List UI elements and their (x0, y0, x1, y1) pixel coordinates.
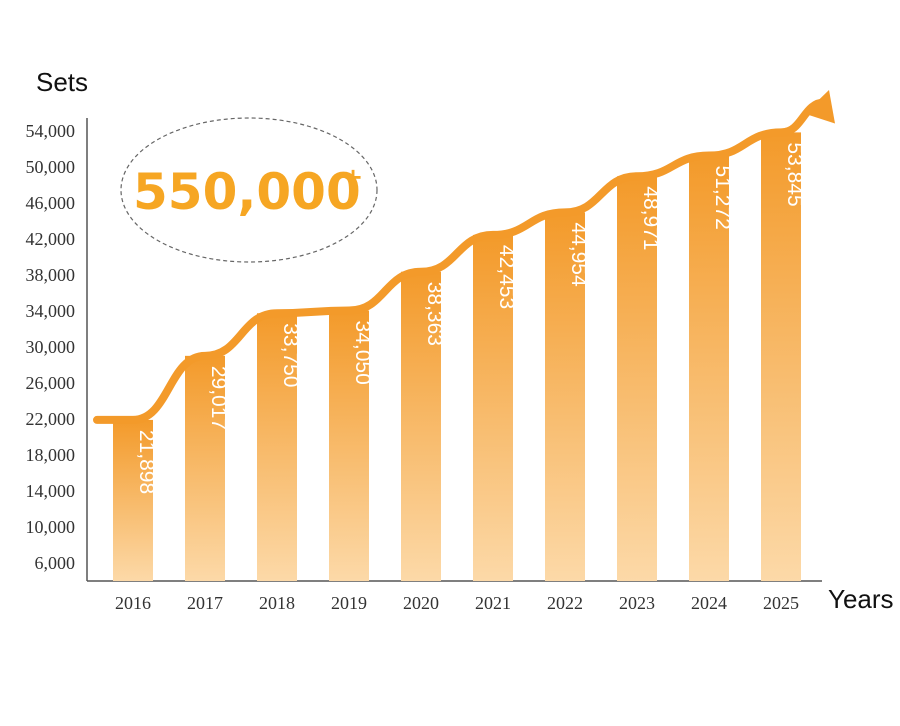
x-tick-label: 2024 (691, 593, 727, 613)
trend-arrow (93, 90, 836, 424)
bar (473, 234, 513, 581)
bar (401, 271, 441, 581)
y-tick-labels: 6,000 10,000 14,000 18,000 22,000 26,000 30,00… (26, 121, 76, 573)
annotation-value: 550,000 (133, 163, 361, 221)
y-tick-label: 26,000 (26, 373, 76, 393)
x-tick-label: 2019 (331, 593, 367, 613)
x-tick-label: 2021 (475, 593, 511, 613)
y-tick-label: 54,000 (26, 121, 76, 141)
x-tick-labels: 2016 2017 2018 2019 2020 2021 2022 2023 2024 2025 (115, 593, 799, 613)
x-axis-label: Years (828, 584, 894, 614)
x-tick-label: 2017 (187, 593, 223, 613)
y-tick-label: 30,000 (26, 337, 76, 357)
y-tick-label: 50,000 (26, 157, 76, 177)
x-tick-label: 2022 (547, 593, 583, 613)
bar-value-label: 38,363 (423, 282, 446, 346)
bar (617, 176, 657, 582)
bar-value-label: 34,050 (351, 321, 374, 385)
x-tick-label: 2023 (619, 593, 655, 613)
y-tick-label: 18,000 (26, 445, 76, 465)
x-tick-label: 2016 (115, 593, 151, 613)
total-annotation: 550,000 + (120, 117, 378, 263)
annotation-ellipse (120, 117, 378, 263)
bar-value-label: 29,017 (207, 366, 230, 430)
bar-value-label: 48,971 (639, 186, 662, 250)
x-tick-label: 2020 (403, 593, 439, 613)
bar (761, 132, 801, 581)
y-tick-label: 46,000 (26, 193, 76, 213)
bar (329, 310, 369, 581)
y-tick-label: 14,000 (26, 481, 76, 501)
bar-value-label: 21,898 (135, 430, 158, 494)
trend-arrowhead (804, 90, 836, 124)
y-axis-label: Sets (36, 67, 88, 97)
trend-line (93, 98, 829, 424)
x-tick-label: 2025 (763, 593, 799, 613)
y-tick-label: 10,000 (26, 517, 76, 537)
bar (545, 212, 585, 581)
y-tick-label: 34,000 (26, 301, 76, 321)
bar (185, 355, 225, 581)
bar (257, 313, 297, 581)
bar-value-label: 53,845 (783, 142, 806, 206)
y-tick-label: 22,000 (26, 409, 76, 429)
y-tick-label: 42,000 (26, 229, 76, 249)
bar-value-label: 33,750 (279, 323, 302, 387)
bar-value-label: 42,453 (495, 245, 518, 309)
bar-value-label: 44,954 (567, 222, 590, 287)
bars (113, 132, 801, 582)
bar (689, 155, 729, 581)
bar-value-label: 51,272 (711, 166, 734, 230)
x-tick-label: 2018 (259, 593, 295, 613)
y-tick-label: 38,000 (26, 265, 76, 285)
bar-value-labels: 21,898 29,017 33,750 34,050 38,363 42,453 44,9… (135, 142, 806, 494)
annotation-plus: + (343, 163, 363, 191)
bar (113, 419, 153, 581)
y-tick-label: 6,000 (35, 553, 76, 573)
